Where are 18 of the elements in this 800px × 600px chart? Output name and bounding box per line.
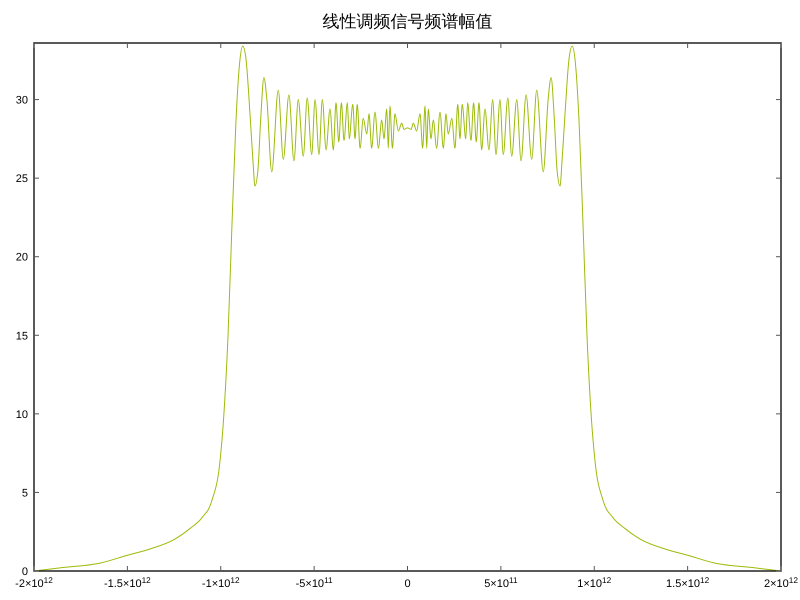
x-tick-label: -5×10$^{11}$ [296, 576, 334, 590]
x-tick-label: 1×10$^{12}$ [577, 576, 612, 590]
x-tick-label: 5×10$^{11}$ [484, 576, 518, 590]
y-tick-label: 15 [16, 330, 28, 342]
y-tick-label: 0 [22, 566, 28, 578]
chart-title: 线性调频信号频谱幅值 [322, 12, 492, 31]
line-series [34, 46, 781, 572]
x-tick-label: -2×10$^{12}$ [15, 576, 54, 590]
x-tick-label: 1.5×10$^{12}$ [666, 576, 710, 590]
y-tick-label: 10 [16, 408, 28, 421]
x-tick-label: 0 [404, 578, 411, 590]
y-tick-label: 5 [22, 487, 28, 500]
y-tick-label: 30 [16, 94, 28, 107]
x-tick-label: -1.5×10$^{12}$ [104, 576, 152, 590]
x-tick-label: 2×10$^{12}$ [764, 576, 798, 590]
y-tick-label: 25 [16, 173, 28, 186]
y-tick-label: 20 [16, 252, 28, 264]
x-tick-label: -1×10$^{12}$ [202, 576, 240, 590]
